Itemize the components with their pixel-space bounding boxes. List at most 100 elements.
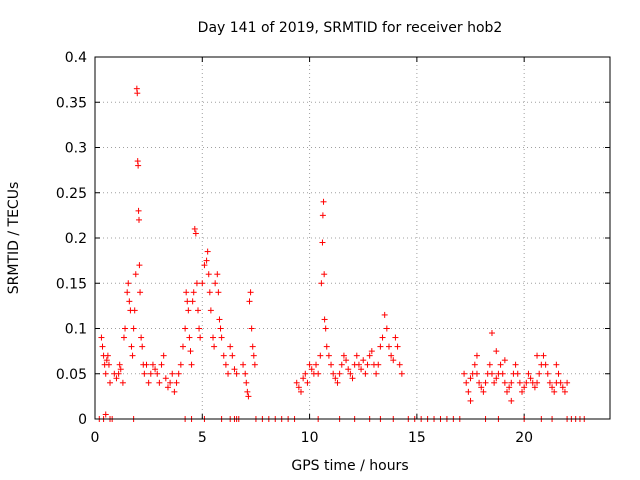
data-point — [318, 280, 325, 287]
data-point — [343, 357, 350, 364]
data-point — [130, 325, 137, 332]
y-tick-label: 0.15 — [56, 276, 87, 292]
x-axis-label: GPS time / hours — [291, 458, 408, 474]
data-point — [349, 375, 356, 382]
data-point — [322, 325, 329, 332]
data-point — [152, 366, 159, 373]
data-point — [493, 348, 500, 355]
data-point — [501, 379, 508, 386]
data-point — [321, 271, 328, 278]
data-point — [192, 230, 199, 237]
data-point — [240, 361, 247, 368]
data-point — [555, 370, 562, 377]
data-point — [345, 366, 352, 373]
data-point — [189, 298, 196, 305]
data-point — [250, 352, 257, 359]
data-point — [390, 357, 397, 364]
data-point — [186, 334, 193, 341]
data-point — [553, 361, 560, 368]
data-point — [171, 388, 178, 395]
data-point — [222, 361, 229, 368]
data-point — [512, 361, 519, 368]
data-point — [154, 370, 161, 377]
data-point — [182, 325, 189, 332]
data-point — [381, 311, 388, 318]
y-tick-label: 0.35 — [56, 95, 87, 111]
data-point — [218, 334, 225, 341]
data-point — [355, 361, 362, 368]
data-point — [396, 361, 403, 368]
data-point — [544, 370, 551, 377]
data-point — [125, 280, 132, 287]
data-point — [211, 343, 218, 350]
data-point — [135, 207, 142, 214]
data-point — [117, 366, 124, 373]
data-point — [546, 379, 553, 386]
data-point — [478, 384, 485, 391]
data-point — [328, 361, 335, 368]
data-point — [323, 343, 330, 350]
data-point — [336, 370, 343, 377]
x-tick-label: 0 — [91, 430, 100, 446]
data-point — [187, 348, 194, 355]
data-point — [138, 334, 145, 341]
data-point — [394, 343, 401, 350]
data-point — [147, 370, 154, 377]
data-point — [476, 379, 483, 386]
data-point — [304, 379, 311, 386]
data-point — [131, 307, 138, 314]
data-point — [298, 388, 304, 395]
data-point — [559, 384, 566, 391]
y-tick-label: 0.25 — [56, 186, 87, 202]
data-point — [229, 352, 236, 359]
data-point — [531, 384, 538, 391]
data-point — [102, 370, 109, 377]
data-point — [246, 298, 253, 305]
data-point — [169, 370, 176, 377]
data-point — [358, 366, 365, 373]
data-point — [132, 271, 139, 278]
data-point — [461, 370, 468, 377]
data-point — [467, 375, 474, 382]
data-point — [197, 334, 204, 341]
data-point — [377, 343, 384, 350]
data-point — [104, 352, 111, 359]
data-point — [368, 348, 375, 355]
data-point — [540, 352, 547, 359]
x-tick-label: 20 — [515, 430, 533, 446]
data-point — [501, 357, 508, 364]
data-point — [143, 361, 150, 368]
data-point — [551, 388, 558, 395]
data-point — [242, 370, 249, 377]
y-tick-label: 0.05 — [56, 367, 87, 383]
data-point — [471, 361, 478, 368]
data-point — [313, 361, 320, 368]
data-point — [191, 225, 198, 232]
data-point — [102, 411, 109, 418]
data-point — [119, 379, 126, 386]
data-point — [473, 352, 480, 359]
data-point — [467, 397, 474, 404]
data-point — [514, 370, 521, 377]
data-point — [353, 352, 360, 359]
x-tick-label: 10 — [301, 430, 319, 446]
y-tick-label: 0 — [78, 412, 87, 428]
data-point — [179, 343, 186, 350]
data-point — [536, 370, 543, 377]
data-points — [96, 85, 588, 422]
data-point — [308, 366, 315, 373]
data-point — [491, 379, 498, 386]
data-point — [243, 379, 250, 386]
data-point — [521, 384, 528, 391]
data-point — [302, 370, 309, 377]
data-point — [134, 90, 141, 97]
data-point — [499, 370, 506, 377]
data-point — [482, 379, 489, 386]
data-point — [295, 384, 302, 391]
data-point — [557, 379, 564, 386]
data-point — [167, 379, 174, 386]
data-point — [300, 375, 307, 382]
data-point — [185, 307, 192, 314]
x-tick-label: 15 — [408, 430, 426, 446]
data-point — [136, 262, 143, 269]
